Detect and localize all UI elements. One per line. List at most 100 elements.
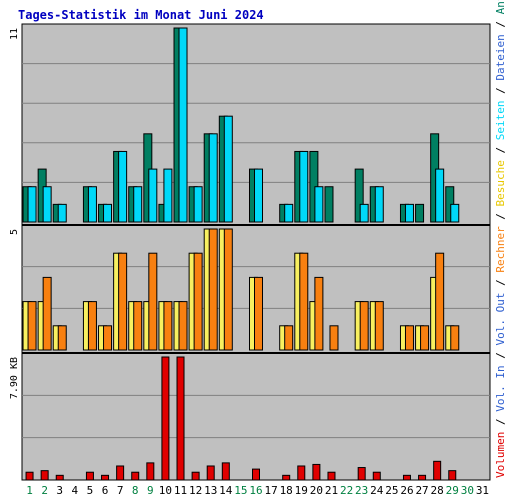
bar-volumen-day-27 — [418, 474, 427, 481]
bar-anfragen-day-27 — [415, 203, 425, 223]
bar-anfragen-day-21 — [324, 186, 334, 223]
x-tick-label-11: 11 — [174, 484, 187, 497]
bar-seiten-day-2 — [42, 186, 52, 223]
bar-rechner-day-29 — [450, 325, 460, 351]
bar-rechner-day-9 — [148, 252, 158, 351]
bar-volumen-day-12 — [191, 471, 200, 481]
x-tick-label-25: 25 — [385, 484, 398, 497]
legend-separator: / — [494, 140, 507, 160]
x-tick-label-31: 31 — [476, 484, 489, 497]
bar-volumen-day-10 — [161, 356, 170, 481]
legend-separator: / — [494, 412, 507, 432]
x-tick-label-10: 10 — [159, 484, 172, 497]
legend-item-vol-out: Vol. Out — [494, 293, 507, 346]
bar-seiten-day-18 — [284, 203, 294, 223]
legend-item-volumen: Volumen — [494, 432, 507, 478]
bar-rechner-day-19 — [299, 252, 309, 351]
legend-separator: / — [494, 81, 507, 101]
x-tick-label-4: 4 — [72, 484, 79, 497]
bar-volumen-day-26 — [402, 474, 411, 481]
bar-volumen-day-23 — [357, 467, 366, 481]
bar-rechner-day-23 — [359, 301, 369, 351]
chart-title: Tages-Statistik im Monat Juni 2024 — [18, 8, 264, 22]
bar-volumen-day-9 — [146, 462, 155, 481]
legend-item-besuche: Besuche — [494, 160, 507, 206]
x-tick-label-27: 27 — [415, 484, 428, 497]
bar-rechner-day-5 — [87, 301, 97, 351]
bar-seiten-day-6 — [103, 203, 113, 223]
bar-seiten-day-3 — [57, 203, 67, 223]
legend-text: Volumen / Vol. In / Vol. Out / Rechner /… — [494, 0, 507, 478]
x-tick-label-14: 14 — [219, 484, 233, 497]
bar-rechner-day-24 — [374, 301, 384, 351]
x-tick-label-30: 30 — [461, 484, 474, 497]
bar-rechner-day-7 — [118, 252, 128, 351]
bar-volumen-day-8 — [131, 471, 140, 481]
legend-separator: / — [494, 346, 507, 366]
bar-rechner-day-6 — [103, 325, 113, 351]
x-tick-label-6: 6 — [102, 484, 109, 497]
bar-rechner-day-27 — [420, 325, 430, 351]
legend-separator: / — [494, 14, 507, 34]
bar-seiten-day-20 — [314, 186, 324, 223]
y-tick-labels: 11 5 7.90 KB — [9, 28, 20, 399]
x-tick-label-23: 23 — [355, 484, 368, 497]
bar-seiten-day-7 — [118, 150, 128, 223]
bar-volumen-day-3 — [55, 474, 64, 481]
bar-rechner-day-21 — [329, 325, 339, 351]
bar-volumen-day-18 — [282, 474, 291, 481]
bar-seiten-day-29 — [450, 203, 460, 223]
legend: Volumen / Vol. In / Vol. Out / Rechner /… — [494, 0, 507, 478]
bar-rechner-day-26 — [404, 325, 414, 351]
bar-volumen-day-13 — [206, 465, 215, 481]
legend-separator: / — [494, 206, 507, 226]
x-tick-label-1: 1 — [26, 484, 33, 497]
x-tick-label-5: 5 — [87, 484, 94, 497]
x-tick-labels: 1 2 3 4 5 6 7 8 9 10 11 12 13 14 15 16 17 18 19 20 21 22 23 24 2… — [26, 484, 489, 497]
legend-item-dateien: Dateien — [494, 34, 507, 80]
bar-volumen-day-19 — [297, 465, 306, 481]
x-tick-label-8: 8 — [132, 484, 139, 497]
bars — [22, 27, 460, 481]
bar-volumen-day-1 — [25, 471, 34, 481]
plot-area — [21, 23, 491, 481]
bar-volumen-day-11 — [176, 356, 185, 481]
bar-volumen-day-21 — [327, 471, 336, 481]
x-tick-label-19: 19 — [295, 484, 308, 497]
bar-volumen-day-6 — [101, 474, 110, 481]
bar-anfragen-day-23 — [354, 168, 364, 223]
bar-volumen-day-16 — [252, 468, 260, 481]
y-tick-label-visits: 5 — [9, 229, 20, 235]
bar-seiten-day-26 — [404, 203, 414, 223]
bar-rechner-day-12 — [193, 252, 203, 351]
bar-seiten-day-5 — [87, 186, 97, 223]
bar-rechner-day-20 — [314, 276, 324, 351]
gridlines — [22, 63, 490, 439]
bar-volumen-day-7 — [116, 465, 125, 481]
bar-rechner-day-14 — [223, 228, 233, 351]
bar-volumen-day-28 — [433, 460, 442, 481]
bar-rechner-day-2 — [42, 276, 52, 351]
bar-seiten-day-9 — [148, 168, 158, 223]
bar-seiten-day-23 — [359, 203, 369, 223]
x-tick-label-7: 7 — [117, 484, 124, 497]
legend-item-anfragen: Anfragen — [494, 0, 507, 14]
x-tick-label-21: 21 — [325, 484, 338, 497]
x-tick-label-22: 22 — [340, 484, 353, 497]
x-tick-label-3: 3 — [56, 484, 63, 497]
y-tick-label-requests: 11 — [9, 28, 20, 40]
bar-seiten-day-16 — [254, 168, 263, 223]
x-tick-label-29: 29 — [446, 484, 459, 497]
x-tick-label-18: 18 — [280, 484, 293, 497]
bar-seiten-day-19 — [299, 150, 309, 223]
bar-volumen-day-2 — [40, 470, 49, 481]
x-tick-label-9: 9 — [147, 484, 154, 497]
y-tick-label-volume: 7.90 KB — [9, 357, 20, 399]
bar-seiten-day-28 — [435, 168, 445, 223]
bar-rechner-day-16 — [254, 276, 263, 351]
x-tick-label-24: 24 — [370, 484, 384, 497]
bar-rechner-day-8 — [133, 301, 143, 351]
x-tick-label-2: 2 — [41, 484, 48, 497]
bar-seiten-day-24 — [374, 186, 384, 223]
